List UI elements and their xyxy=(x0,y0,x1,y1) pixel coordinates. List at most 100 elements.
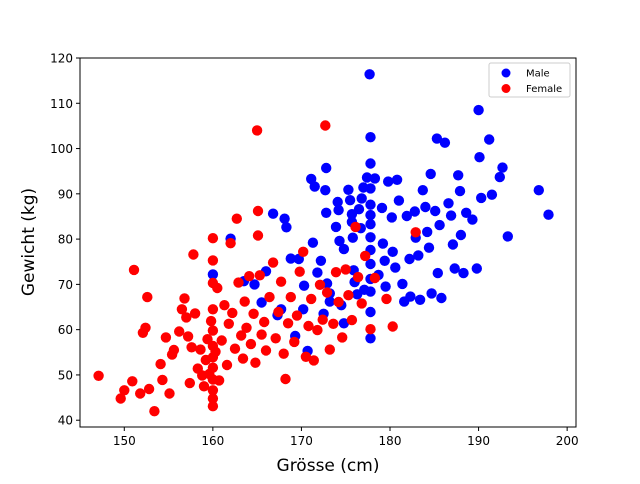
point-female-64 xyxy=(248,308,259,319)
point-female-8 xyxy=(142,291,153,303)
point-female-78 xyxy=(278,348,289,359)
point-female-94 xyxy=(321,287,333,298)
point-male-83 xyxy=(413,250,424,261)
point-female-66 xyxy=(251,125,263,136)
point-female-84 xyxy=(294,266,305,277)
point-female-14 xyxy=(164,388,175,399)
point-male-23 xyxy=(320,185,331,196)
y-tick-label-2: 60 xyxy=(58,323,73,337)
point-male-96 xyxy=(439,137,451,148)
plot-area-frame xyxy=(79,57,577,428)
point-female-56 xyxy=(231,213,242,224)
point-female-87 xyxy=(303,320,314,332)
point-male-79 xyxy=(404,253,415,265)
point-female-7 xyxy=(140,322,151,333)
point-female-65 xyxy=(250,357,261,368)
point-female-99 xyxy=(337,332,348,343)
point-female-80 xyxy=(282,318,294,329)
point-male-70 xyxy=(383,176,394,187)
point-male-29 xyxy=(330,221,342,233)
point-female-17 xyxy=(174,326,185,337)
point-male-116 xyxy=(533,185,544,196)
point-female-22 xyxy=(184,377,195,389)
point-female-103 xyxy=(350,221,361,233)
point-male-0 xyxy=(207,269,219,280)
point-male-66 xyxy=(376,202,388,214)
point-male-20 xyxy=(312,267,323,278)
point-male-30 xyxy=(332,196,343,208)
point-female-107 xyxy=(365,324,376,335)
point-female-70 xyxy=(256,329,267,340)
point-male-112 xyxy=(486,189,498,200)
point-female-51 xyxy=(221,359,233,371)
point-female-110 xyxy=(387,321,398,332)
legend: Male Female xyxy=(488,62,571,98)
point-female-67 xyxy=(252,205,264,217)
x-tick-label-0: 150 xyxy=(113,434,136,448)
x-axis-ticks: 150 160 170 180 190 200 xyxy=(113,427,579,448)
point-male-97 xyxy=(443,198,454,209)
point-female-82 xyxy=(289,336,300,348)
point-female-20 xyxy=(181,312,192,323)
point-female-91 xyxy=(314,279,326,290)
point-female-96 xyxy=(328,318,339,329)
point-female-92 xyxy=(317,314,328,325)
point-female-68 xyxy=(252,230,264,241)
point-male-69 xyxy=(380,281,391,292)
point-male-63 xyxy=(365,333,376,344)
point-male-64 xyxy=(369,173,381,184)
point-male-73 xyxy=(390,262,401,273)
legend-marker-male xyxy=(501,68,511,78)
point-female-106 xyxy=(360,250,371,262)
point-male-35 xyxy=(338,318,350,329)
point-female-89 xyxy=(308,355,319,366)
point-male-105 xyxy=(461,207,472,218)
point-male-28 xyxy=(324,296,335,307)
point-male-117 xyxy=(543,209,554,220)
point-male-89 xyxy=(425,168,436,180)
point-male-55 xyxy=(365,209,376,221)
point-male-31 xyxy=(333,204,344,216)
point-male-106 xyxy=(467,214,478,225)
point-female-81 xyxy=(285,291,296,303)
point-female-50 xyxy=(219,300,230,311)
point-male-101 xyxy=(453,170,464,181)
point-male-4 xyxy=(256,297,267,308)
y-tick-label-4: 80 xyxy=(58,233,73,247)
point-male-10 xyxy=(281,222,292,233)
point-female-23 xyxy=(186,342,197,353)
point-female-88 xyxy=(306,293,317,305)
point-female-85 xyxy=(298,246,309,257)
point-male-62 xyxy=(365,306,376,318)
point-female-97 xyxy=(330,267,342,278)
point-female-21 xyxy=(182,331,194,342)
point-male-84 xyxy=(414,294,426,305)
point-female-19 xyxy=(179,293,190,304)
point-female-61 xyxy=(241,322,252,333)
point-female-79 xyxy=(280,373,291,385)
legend-label-female: Female xyxy=(526,84,562,95)
point-male-72 xyxy=(387,246,398,257)
x-axis-label: Grösse (cm) xyxy=(277,456,380,476)
point-female-29 xyxy=(198,381,210,392)
point-female-98 xyxy=(333,296,344,308)
point-female-25 xyxy=(189,308,201,319)
point-male-50 xyxy=(364,69,375,80)
point-male-88 xyxy=(423,242,435,253)
point-male-37 xyxy=(344,195,356,206)
y-tick-label-8: 120 xyxy=(50,52,73,66)
point-male-114 xyxy=(497,162,508,173)
x-tick-label-2: 170 xyxy=(290,434,313,448)
point-female-108 xyxy=(369,272,381,284)
point-female-4 xyxy=(128,264,140,276)
point-female-55 xyxy=(229,343,241,354)
point-female-3 xyxy=(127,376,138,387)
point-female-48 xyxy=(213,375,225,386)
point-female-75 xyxy=(270,333,281,344)
x-tick-label-1: 160 xyxy=(201,434,224,448)
point-male-95 xyxy=(436,292,447,304)
point-male-102 xyxy=(454,185,466,197)
point-male-34 xyxy=(338,243,350,255)
point-female-72 xyxy=(260,345,272,356)
point-female-58 xyxy=(236,330,247,341)
